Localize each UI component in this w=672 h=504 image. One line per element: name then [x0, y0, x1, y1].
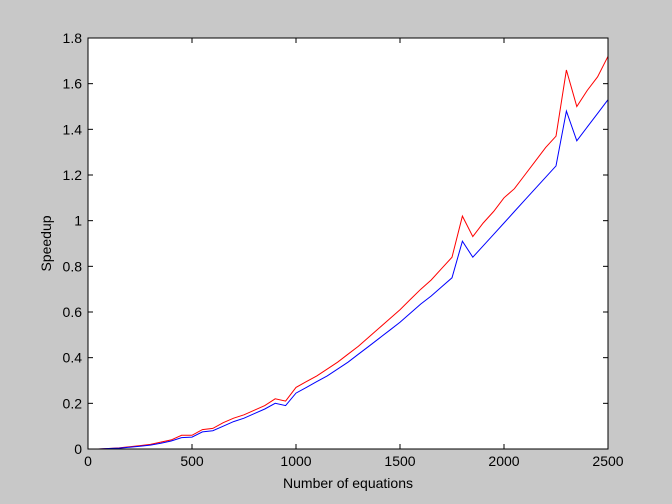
plot-frame	[87, 37, 609, 450]
y-tick-label: 0.4	[63, 350, 83, 366]
y-axis-label: Speedup	[38, 215, 54, 271]
y-tick-label: 1.4	[63, 121, 83, 137]
series-line-1	[98, 56, 609, 450]
y-tick-label: 1.2	[63, 167, 83, 183]
x-tick-label: 1500	[384, 453, 415, 469]
y-tick-label: 1.6	[63, 76, 83, 92]
x-tick-label: 0	[84, 453, 92, 469]
x-tick-label: 2000	[488, 453, 519, 469]
x-tick-label: 1000	[280, 453, 311, 469]
x-axis-label: Number of equations	[283, 475, 413, 491]
y-tick-label: 0.6	[63, 304, 83, 320]
y-tick-label: 0.8	[63, 258, 83, 274]
tick-layer: 0 500 1000 1500 2000 2500 0 0.2 0.4 0.6 0.8 1 1.2 1.4…	[63, 30, 624, 469]
x-tick-label: 500	[180, 453, 204, 469]
x-tick-label: 2500	[592, 453, 623, 469]
y-tick-label: 1.8	[63, 30, 83, 46]
plot-area	[88, 38, 608, 449]
y-tick-label: 0	[74, 441, 82, 457]
y-tick-label: 1	[74, 213, 82, 229]
series-line-2	[98, 99, 609, 450]
y-tick-label: 0.2	[63, 395, 83, 411]
series-layer	[98, 56, 609, 450]
